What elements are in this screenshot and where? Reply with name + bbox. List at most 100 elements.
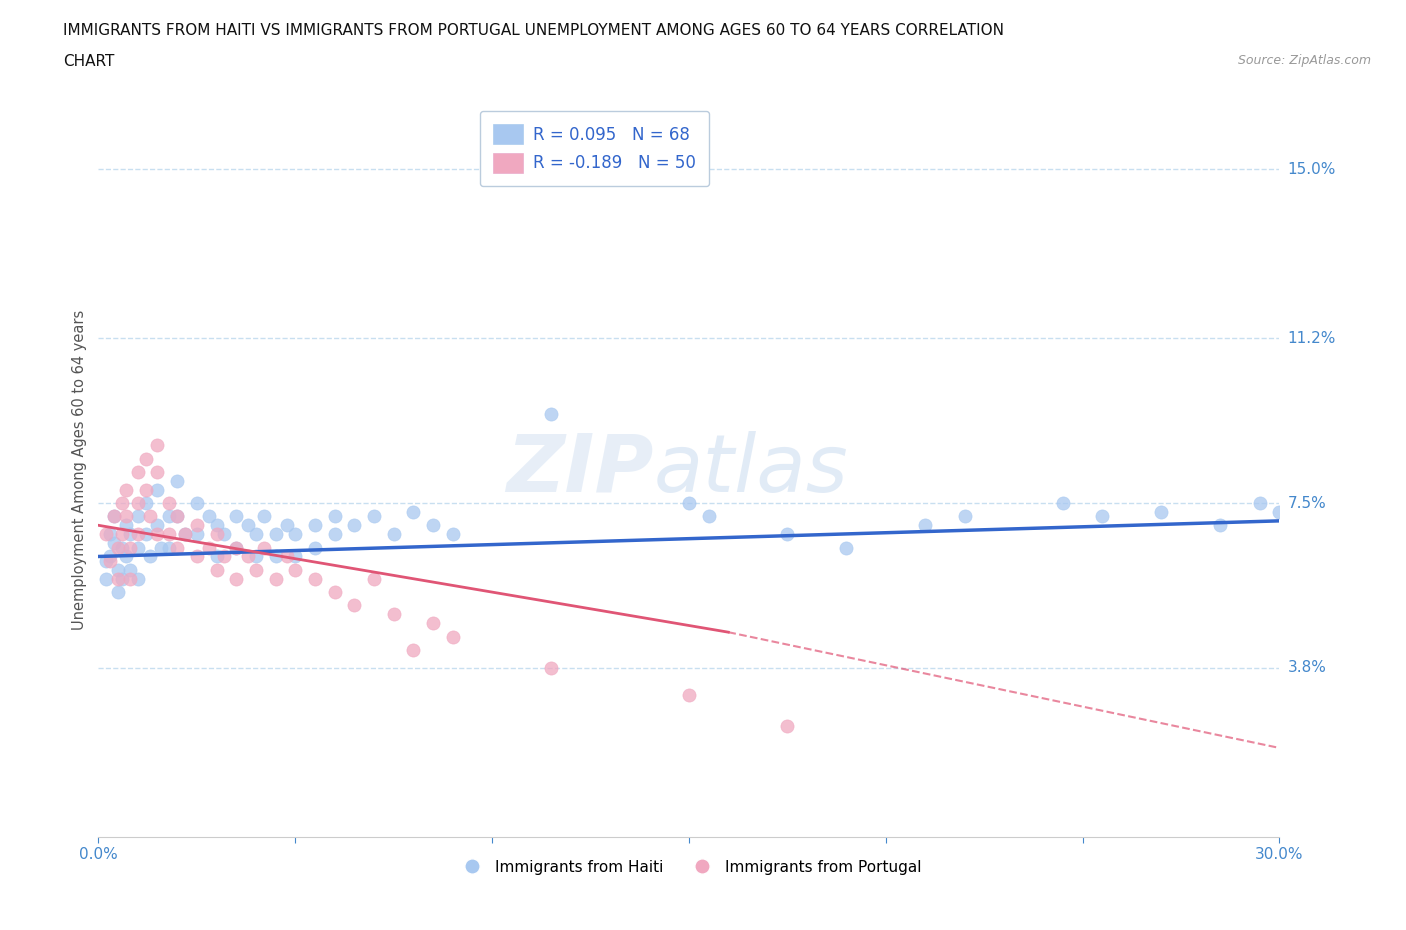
Point [115,483,138,498]
Point [678,687,700,702]
Text: 3.8%: 3.8% [1288,660,1327,675]
Point [186,518,208,533]
Point [402,504,425,519]
Point [284,526,307,541]
Point [225,540,247,555]
Point [157,526,180,541]
Point [678,496,700,511]
Point [107,571,129,586]
Point [323,585,346,600]
Point [111,496,134,511]
Point [186,526,208,541]
Point [343,598,366,613]
Point [205,526,228,541]
Point [98,549,121,564]
Point [138,509,160,524]
Point [127,496,149,511]
Point [98,526,121,541]
Point [135,483,157,498]
Point [135,526,157,541]
Point [115,509,138,524]
Point [776,718,799,733]
Point [402,643,425,658]
Point [304,571,326,586]
Point [135,496,157,511]
Point [205,563,228,578]
Point [118,526,141,541]
Point [776,526,799,541]
Text: 15.0%: 15.0% [1288,162,1336,177]
Point [1052,496,1074,511]
Point [343,518,366,533]
Point [382,526,405,541]
Point [146,438,169,453]
Point [174,526,197,541]
Point [284,549,307,564]
Point [382,607,405,622]
Point [363,509,385,524]
Point [304,518,326,533]
Point [96,553,118,568]
Point [157,540,180,555]
Point [174,526,197,541]
Point [157,496,180,511]
Point [1091,509,1114,524]
Point [127,526,149,541]
Text: atlas: atlas [654,431,848,509]
Point [245,549,267,564]
Point [264,571,287,586]
Point [441,630,464,644]
Point [98,553,121,568]
Point [118,540,141,555]
Point [264,526,287,541]
Point [138,549,160,564]
Point [214,549,236,564]
Point [115,518,138,533]
Point [422,518,444,533]
Point [197,509,219,524]
Point [157,509,180,524]
Point [103,509,125,524]
Point [197,540,219,555]
Point [135,451,157,466]
Point [127,571,149,586]
Point [127,464,149,479]
Point [127,509,149,524]
Point [225,571,247,586]
Point [166,509,188,524]
Point [146,526,169,541]
Point [96,526,118,541]
Point [323,526,346,541]
Point [146,483,169,498]
Text: Source: ZipAtlas.com: Source: ZipAtlas.com [1237,54,1371,67]
Point [103,509,125,524]
Point [953,509,976,524]
Point [1268,504,1291,519]
Point [111,540,134,555]
Point [118,563,141,578]
Point [214,526,236,541]
Point [697,509,720,524]
Point [264,549,287,564]
Point [107,563,129,578]
Point [914,518,936,533]
Text: 11.2%: 11.2% [1288,331,1336,346]
Point [1209,518,1232,533]
Point [115,549,138,564]
Point [127,540,149,555]
Point [276,518,298,533]
Point [304,540,326,555]
Point [441,526,464,541]
Point [284,563,307,578]
Text: ZIP: ZIP [506,431,654,509]
Point [205,518,228,533]
Point [422,616,444,631]
Point [540,660,562,675]
Point [205,549,228,564]
Point [111,571,134,586]
Point [186,496,208,511]
Point [323,509,346,524]
Y-axis label: Unemployment Among Ages 60 to 64 years: Unemployment Among Ages 60 to 64 years [72,310,87,630]
Point [166,509,188,524]
Point [253,509,276,524]
